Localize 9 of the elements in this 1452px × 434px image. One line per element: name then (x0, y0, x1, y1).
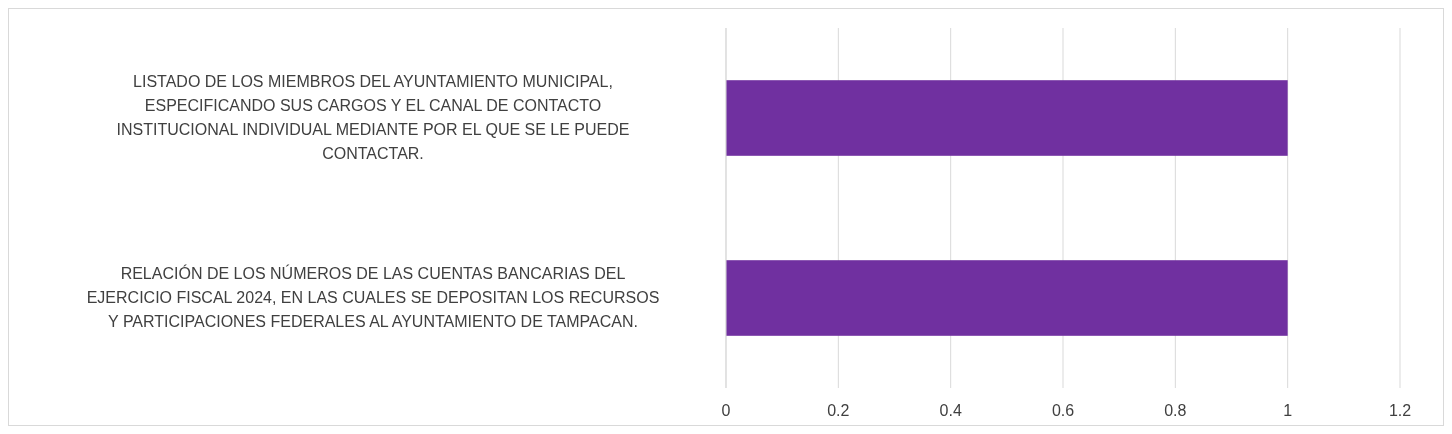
x-tick-label: 1 (1283, 402, 1293, 419)
x-tick-label: 0.8 (1164, 402, 1187, 419)
y-tick-label: RELACIÓN DE LOS NÚMEROS DE LAS CUENTAS BANCARIAS DEL EJERCICIO FISCAL 2024, EN LAS CUALES SE DEPOSITAN LOS RECURSOS Y PARTICIPACIONES FEDERALES AL AYUNTAMIENTO DE TAMPACAN. (86, 264, 660, 330)
y-tick-label: LISTADO DE LOS MIEMBROS DEL AYUNTAMIENTO MUNICIPAL, ESPECIFICANDO SUS CARGOS Y EL CANAL DE CONTACTO INSTITUCIONAL INDIVIDUAL MEDIANTE POR EL QUE SE LE PUEDE CONTACTAR. (116, 73, 630, 162)
x-tick-label: 0.4 (939, 402, 962, 419)
x-tick-label: 0.2 (827, 402, 850, 419)
x-tick-label: 1.2 (1388, 402, 1412, 419)
x-tick-label: 0 (721, 402, 731, 419)
x-tick-label: 0.6 (1051, 402, 1075, 419)
